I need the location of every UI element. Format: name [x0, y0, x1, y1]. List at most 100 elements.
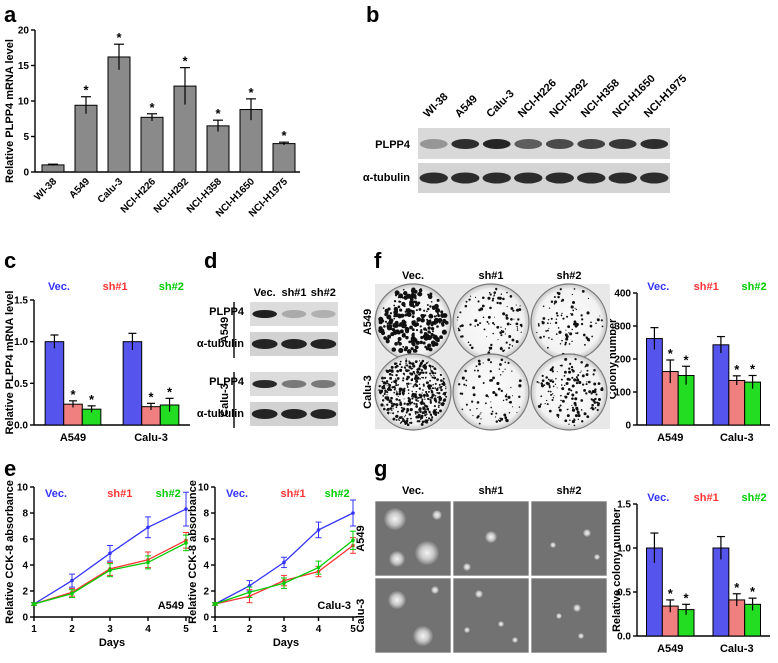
colony-dot	[386, 382, 389, 385]
colony-dot	[511, 345, 514, 347]
colony-sphere	[485, 531, 497, 543]
colony-dot	[418, 387, 422, 390]
colony-dot	[399, 329, 404, 334]
colony-dot	[405, 335, 409, 340]
colony-dot	[429, 412, 431, 414]
colony-dot	[583, 389, 586, 392]
colony-dot	[590, 321, 592, 324]
colony-dot	[548, 386, 551, 389]
colony-dot	[436, 298, 440, 302]
colony-dot	[580, 399, 584, 402]
colony-dot	[389, 399, 393, 403]
colony-dot	[557, 295, 560, 299]
colony-dot	[487, 396, 489, 398]
colony-dot	[420, 414, 424, 418]
colony-dot	[500, 346, 502, 349]
colony-dot	[568, 392, 570, 394]
colony-dot	[430, 326, 435, 331]
colony-dot	[386, 324, 391, 329]
colony-dot	[420, 318, 425, 323]
colony-dot	[440, 313, 446, 319]
data-point	[108, 551, 112, 556]
colony-dot	[431, 365, 434, 368]
western-blot-d: Vec. sh#1 sh#2A549PLPP4α-tubulinCalu-3PLPP…	[197, 287, 338, 428]
colony-dot	[520, 331, 522, 333]
colony-dot	[413, 372, 416, 375]
colony-dot	[545, 376, 548, 379]
colony-dot	[520, 325, 523, 328]
colony-dot	[564, 341, 567, 344]
x-tick-label: Calu-3	[96, 176, 126, 206]
x-group-label: A549	[657, 643, 683, 655]
colony-dot	[437, 396, 439, 398]
colony-dot	[539, 336, 542, 339]
row-label-plpp4: PLPP4	[375, 139, 411, 151]
colony-dot	[424, 414, 427, 417]
colony-dot	[425, 405, 429, 408]
legend-sh2: sh#2	[156, 488, 181, 500]
colony-dot	[404, 313, 408, 317]
colony-dot	[429, 396, 432, 399]
colony-dot	[558, 408, 562, 412]
colony-dot	[381, 376, 384, 380]
colony-dot	[579, 371, 581, 374]
colony-dot	[425, 362, 428, 365]
data-point	[184, 541, 188, 545]
colony-dot	[405, 377, 409, 381]
colony-dot	[421, 376, 423, 379]
colony-dot	[498, 301, 502, 305]
colony-dot	[482, 296, 485, 300]
colony-dot	[502, 371, 504, 373]
colony-dot	[562, 317, 565, 320]
colony-dot	[419, 360, 421, 362]
colony-dot	[419, 340, 424, 345]
band-plpp4	[482, 139, 511, 149]
y-tick-label: 4	[22, 561, 28, 572]
colony-dot	[573, 288, 576, 290]
colony-dot	[398, 293, 404, 299]
colony-dot	[456, 319, 458, 321]
colony-dot	[426, 304, 429, 306]
colony-dot	[586, 369, 589, 372]
colony-dot	[433, 411, 436, 414]
colony-dot	[419, 401, 422, 404]
colony-dot	[426, 318, 429, 321]
colony-dot	[440, 397, 443, 399]
colony-dot	[430, 369, 432, 371]
colony-dot	[430, 396, 434, 399]
colony-dot	[400, 406, 403, 409]
significance-star: *	[148, 389, 154, 404]
colony-dot	[398, 300, 401, 303]
colony-dot	[432, 387, 435, 390]
colony-dot	[577, 331, 579, 334]
panel-label-e: e	[4, 456, 16, 481]
colony-dot	[386, 394, 388, 396]
colony-dot	[384, 389, 387, 393]
colony-dot	[416, 376, 420, 380]
colony-dot	[469, 295, 472, 297]
colony-dot	[384, 308, 389, 313]
colony-dot	[421, 392, 423, 394]
colony-dot	[391, 409, 393, 412]
colony-dot	[508, 343, 511, 346]
colony-dot	[487, 358, 491, 362]
y-tick-label: 300	[614, 322, 631, 333]
colony-dot	[417, 291, 423, 297]
colony-dot	[576, 332, 579, 335]
colony-dot	[401, 391, 404, 394]
colony-dot	[411, 390, 413, 393]
colony-dot	[422, 384, 425, 387]
colony-dot	[480, 418, 482, 420]
colony-dot	[438, 321, 441, 324]
colony-dot	[397, 340, 400, 344]
bar	[107, 56, 131, 173]
colony-dot	[554, 300, 558, 304]
y-tick-label: 6	[203, 535, 209, 546]
data-point	[282, 581, 286, 585]
colony-dot	[539, 403, 542, 406]
colony-dot	[415, 384, 418, 386]
colony-dot	[596, 318, 600, 322]
colony-dot	[593, 382, 597, 386]
colony-dot	[461, 324, 464, 328]
